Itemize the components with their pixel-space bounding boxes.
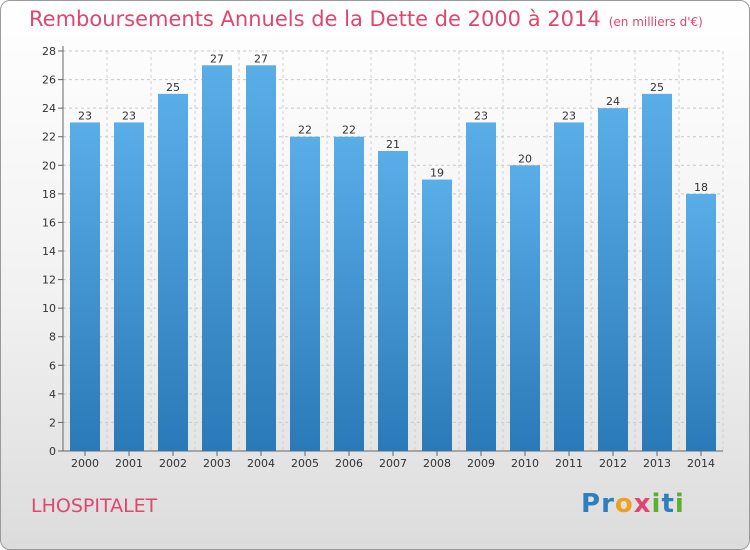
bar-value-label: 20: [518, 152, 532, 165]
y-tick-label: 14: [42, 245, 56, 258]
logo-letter: o: [614, 489, 634, 519]
y-tick-label: 24: [42, 102, 56, 115]
bar-value-label: 19: [430, 167, 444, 180]
y-tick-label: 8: [49, 331, 56, 344]
logo-letter: i: [674, 489, 685, 519]
bar-value-label: 27: [254, 52, 268, 65]
x-tick-label: 2012: [599, 457, 627, 470]
logo-letter: t: [661, 489, 675, 519]
logo-letter: P: [581, 489, 602, 519]
chart-unit: (en milliers d'€): [608, 15, 703, 29]
x-tick-label: 2001: [115, 457, 143, 470]
y-tick-label: 16: [42, 216, 56, 229]
y-tick-label: 20: [42, 159, 56, 172]
logo-letter: x: [633, 489, 652, 519]
bar: [510, 165, 540, 452]
x-tick-label: 2013: [643, 457, 671, 470]
bar-value-label: 23: [122, 109, 136, 122]
bar-value-label: 25: [650, 81, 664, 94]
bars: [70, 65, 716, 452]
bar-value-label: 18: [694, 181, 708, 194]
bar: [290, 136, 320, 451]
bar: [686, 193, 716, 451]
chart-title-text: Remboursements Annuels de la Dette de 20…: [29, 7, 601, 31]
y-tick-label: 0: [49, 445, 56, 458]
y-tick-label: 6: [49, 359, 56, 372]
x-tick-label: 2002: [159, 457, 187, 470]
x-tick-label: 2007: [379, 457, 407, 470]
bar-value-label: 24: [606, 95, 620, 108]
chart-title: Remboursements Annuels de la Dette de 20…: [29, 7, 703, 31]
bar: [246, 65, 276, 452]
bar-value-label: 25: [166, 81, 180, 94]
x-tick-label: 2010: [511, 457, 539, 470]
y-tick-label: 26: [42, 74, 56, 87]
x-tick-label: 2011: [555, 457, 583, 470]
bar-value-label: 22: [342, 124, 356, 137]
bar: [202, 65, 232, 452]
x-tick-label: 2009: [467, 457, 495, 470]
x-tick-label: 2008: [423, 457, 451, 470]
x-tick-label: 2014: [687, 457, 715, 470]
x-tick-label: 2000: [71, 457, 99, 470]
x-tick-label: 2003: [203, 457, 231, 470]
x-tick-label: 2004: [247, 457, 275, 470]
y-tick-label: 22: [42, 131, 56, 144]
bar: [642, 93, 672, 451]
logo-letter: i: [651, 489, 662, 519]
bar-value-label: 23: [474, 109, 488, 122]
bar: [598, 108, 628, 452]
bar: [466, 122, 496, 451]
bar: [334, 136, 364, 451]
proxiti-logo[interactable]: Proxiti: [581, 489, 685, 519]
y-tick-label: 2: [49, 416, 56, 429]
y-tick-label: 28: [42, 45, 56, 58]
bar: [554, 122, 584, 451]
data-labels: 23 23 25 27 27 22 22 21 19 23 20 23 24 25 18: [78, 52, 708, 194]
y-tick-label: 18: [42, 188, 56, 201]
bar: [422, 179, 452, 452]
bar: [70, 122, 100, 451]
bar-value-label: 21: [386, 138, 400, 151]
bar-value-label: 23: [78, 109, 92, 122]
x-tick-label: 2005: [291, 457, 319, 470]
bar: [378, 151, 408, 451]
x-tick-label: 2006: [335, 457, 363, 470]
bar-value-label: 22: [298, 124, 312, 137]
y-tick-label: 4: [49, 388, 56, 401]
logo-letter: r: [601, 489, 615, 519]
bar: [114, 122, 144, 451]
bar-value-label: 23: [562, 109, 576, 122]
y-tick-label: 12: [42, 274, 56, 287]
bar-value-label: 27: [210, 52, 224, 65]
commune-name: LHOSPITALET: [31, 495, 158, 517]
y-tick-label: 10: [42, 302, 56, 315]
bar: [158, 93, 188, 451]
